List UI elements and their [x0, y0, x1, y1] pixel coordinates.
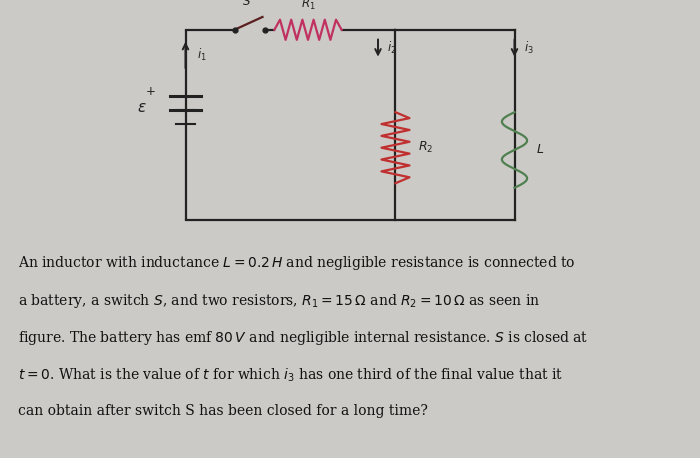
Text: $R_2$: $R_2$	[418, 140, 433, 155]
Text: a battery, a switch $S$, and two resistors, $R_1 = 15\,\Omega$ and $R_2 = 10\,\O: a battery, a switch $S$, and two resisto…	[18, 292, 540, 310]
Text: $S$: $S$	[241, 0, 251, 8]
Text: can obtain after switch S has been closed for a long time?: can obtain after switch S has been close…	[18, 404, 428, 419]
Text: $L$: $L$	[536, 143, 544, 157]
Text: $i_2$: $i_2$	[387, 40, 397, 56]
Text: $R_1$: $R_1$	[301, 0, 315, 12]
Text: $t = 0$. What is the value of $t$ for which $i_3$ has one third of the final val: $t = 0$. What is the value of $t$ for wh…	[18, 367, 563, 384]
Text: An inductor with inductance $L = 0.2\,H$ and negligible resistance is connected : An inductor with inductance $L = 0.2\,H$…	[18, 254, 575, 272]
Text: figure. The battery has emf $80\,V$ and negligible internal resistance. $S$ is c: figure. The battery has emf $80\,V$ and …	[18, 329, 588, 347]
Text: $\varepsilon$: $\varepsilon$	[137, 101, 147, 114]
Text: $i_1$: $i_1$	[197, 47, 206, 63]
Text: $+$: $+$	[146, 85, 156, 98]
Text: $i_3$: $i_3$	[524, 40, 533, 56]
